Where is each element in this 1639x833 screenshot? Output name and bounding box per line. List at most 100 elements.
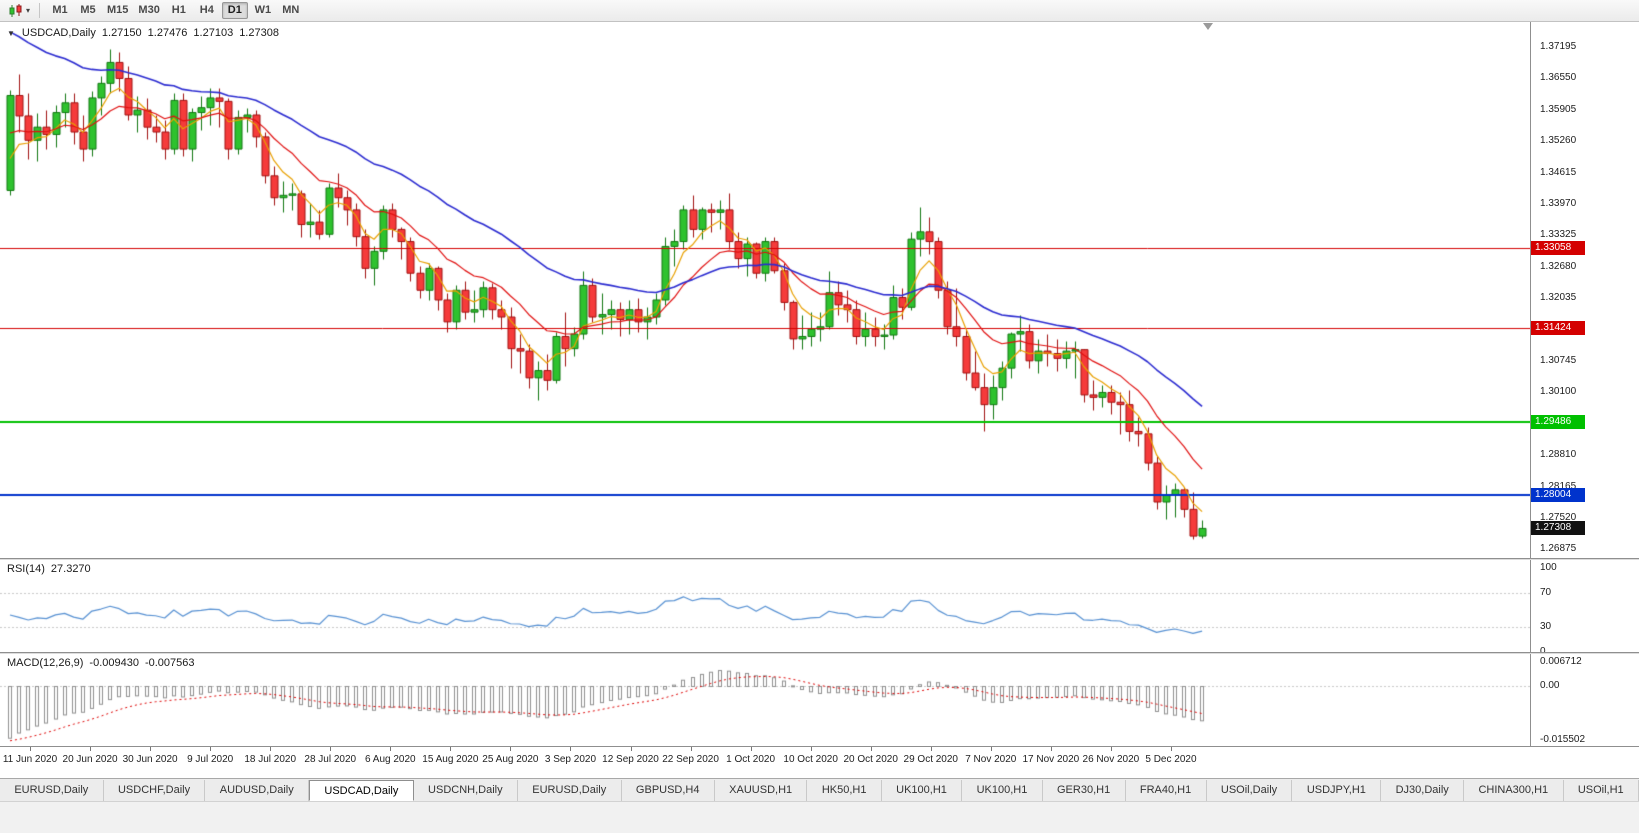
chart-tab-eurusd-daily[interactable]: EURUSD,Daily: [517, 780, 622, 801]
date-axis-label: 10 Oct 2020: [783, 754, 838, 765]
chart-tab-gbpusd-h4[interactable]: GBPUSD,H4: [621, 780, 715, 801]
date-axis-label: 15 Aug 2020: [422, 754, 479, 765]
chart-tab-ger30-h1[interactable]: GER30,H1: [1042, 780, 1126, 801]
timeframe-button-m15[interactable]: M15: [107, 4, 129, 16]
chart-tab-eurusd-daily[interactable]: EURUSD,Daily: [0, 780, 104, 801]
chart-tab-dj30-daily[interactable]: DJ30,Daily: [1381, 780, 1465, 801]
rsi-axis-label: 100: [1540, 562, 1557, 573]
timeframe-button-m30[interactable]: M30: [138, 4, 160, 16]
chart-tab-uk100-h1[interactable]: UK100,H1: [962, 780, 1043, 801]
timeframe-button-h4[interactable]: H4: [199, 4, 214, 16]
chart-tab-usoil-daily[interactable]: USOil,Daily: [1206, 780, 1293, 801]
price-axis-label: 1.32035: [1540, 292, 1577, 304]
date-axis-label: 6 Aug 2020: [364, 754, 416, 765]
price-axis-label: 1.27520: [1540, 512, 1577, 524]
rsi-pane-canvas[interactable]: [0, 560, 1530, 652]
price-axis-label: 1.35260: [1540, 135, 1577, 147]
macd-axis-label: -0.015502: [1540, 734, 1586, 745]
current-price-tag: 1.27308: [1531, 521, 1585, 536]
date-axis-tick: [450, 747, 452, 751]
chart-tab-china300-h1[interactable]: CHINA300,H1: [1464, 780, 1564, 801]
price-axis-label: 1.34615: [1540, 166, 1577, 178]
hline-price-tag: 1.31424: [1531, 321, 1585, 336]
rsi-value: 27.3270: [50, 563, 91, 575]
rsi-axis-label: 0: [1540, 646, 1546, 658]
price-axis-label: 1.28165: [1540, 480, 1577, 492]
date-axis-label: 11 Jun 2020: [2, 754, 58, 765]
date-axis-tick: [1110, 747, 1112, 751]
chart-tab-usdchf-daily[interactable]: USDCHF,Daily: [103, 780, 206, 801]
chart-tab-audusd-daily[interactable]: AUDUSD,Daily: [205, 780, 310, 801]
price-axis-label: 1.26875: [1540, 543, 1577, 555]
rsi-axis-label: 70: [1540, 587, 1552, 599]
low-value: 1.27103: [193, 27, 234, 39]
date-axis-label: 7 Nov 2020: [965, 754, 1017, 765]
chart-shift-marker[interactable]: [1203, 23, 1213, 30]
date-axis-tick: [630, 747, 632, 751]
timeframe-button-w1[interactable]: W1: [254, 4, 272, 16]
status-area: [0, 801, 1639, 833]
date-axis-label: 18 Jul 2020: [244, 754, 297, 765]
date-axis-tick: [930, 747, 932, 751]
price-axis-separator[interactable]: [1530, 22, 1531, 746]
macd-main-value: -0.009430: [89, 657, 139, 669]
date-axis-tick: [1170, 747, 1172, 751]
chart-tab-hk50-h1[interactable]: HK50,H1: [807, 780, 882, 801]
timeframe-buttons: M1 M5 M15 M30 H1 H4 D1 W1 MN: [46, 2, 305, 19]
hline-price-tag: 1.33058: [1531, 241, 1585, 256]
price-axis-label: 1.30100: [1540, 386, 1577, 398]
date-axis-tick: [270, 747, 272, 751]
timeframe-button-h1[interactable]: H1: [171, 4, 186, 16]
date-axis-tick: [810, 747, 812, 751]
toolbar-separator: [39, 3, 41, 18]
price-axis-label: 1.32680: [1540, 260, 1577, 272]
macd-axis-label: 0.00: [1540, 679, 1560, 691]
timeframe-button-m1[interactable]: M1: [52, 4, 68, 16]
date-axis-tick: [570, 747, 572, 751]
caret-down-icon: ▾: [26, 5, 31, 15]
date-axis-tick: [510, 747, 512, 751]
chart-tab-xauusd-h1[interactable]: XAUUSD,H1: [714, 780, 808, 801]
date-axis-tick: [330, 747, 332, 751]
date-axis-tick: [690, 747, 692, 751]
timeframe-toolbar: ▾ M1 M5 M15 M30 H1 H4 D1 W1 MN: [0, 0, 1639, 22]
macd-signal-value: -0.007563: [144, 657, 195, 669]
date-axis-label: 1 Oct 2020: [726, 754, 776, 765]
date-axis-tick: [750, 747, 752, 751]
timeframe-button-d1[interactable]: D1: [221, 2, 248, 19]
chart-type-button[interactable]: ▾: [5, 3, 33, 19]
date-axis-label: 29 Oct 2020: [903, 754, 958, 765]
rsi-axis-label: 30: [1540, 620, 1552, 632]
macd-title: MACD(12,26,9) -0.009430 -0.007563: [7, 657, 195, 669]
date-axis-label: 20 Jun 2020: [62, 754, 118, 765]
collapse-icon[interactable]: ▼: [7, 28, 15, 38]
macd-label: MACD(12,26,9): [7, 657, 84, 669]
rsi-title: RSI(14) 27.3270: [7, 563, 91, 575]
pane-separator[interactable]: [0, 652, 1639, 654]
price-pane-canvas[interactable]: [0, 22, 1530, 558]
timeframe-button-m5[interactable]: M5: [80, 4, 96, 16]
date-axis-label: 17 Nov 2020: [1022, 754, 1080, 765]
date-axis-label: 3 Sep 2020: [544, 754, 597, 765]
time-axis[interactable]: 11 Jun 2020 20 Jun 2020 30 Jun 2020 9 Jul 2…: [0, 746, 1639, 772]
pane-separator[interactable]: [0, 558, 1639, 560]
date-axis-label: 25 Aug 2020: [482, 754, 539, 765]
chart-tab-usdcnh-daily[interactable]: USDCNH,Daily: [413, 780, 518, 801]
chart-tab-usoil-h1[interactable]: USOil,H1: [1563, 780, 1639, 801]
chart-tab-fra40-h1[interactable]: FRA40,H1: [1125, 780, 1207, 801]
chart-title-bar: ▼ USDCAD,Daily 1.27150 1.27476 1.27103 1…: [7, 27, 279, 39]
chart-tab-usdcad-daily[interactable]: USDCAD,Daily: [309, 780, 414, 801]
date-axis-label: 5 Dec 2020: [1145, 754, 1197, 765]
chart-tab-usdjpy-h1[interactable]: USDJPY,H1: [1292, 780, 1382, 801]
macd-pane-canvas[interactable]: [0, 654, 1530, 746]
open-value: 1.27150: [101, 27, 142, 39]
timeframe-button-mn[interactable]: MN: [282, 4, 300, 16]
date-axis-tick: [150, 747, 152, 751]
date-axis-tick: [870, 747, 872, 751]
date-axis-tick: [1050, 747, 1052, 751]
chart-tab-uk100-h1[interactable]: UK100,H1: [881, 780, 963, 801]
chart-tab-bar: EURUSD,Daily USDCHF,Daily AUDUSD,Daily USDC…: [0, 778, 1639, 801]
date-axis-label: 28 Jul 2020: [304, 754, 357, 765]
date-axis-tick: [390, 747, 392, 751]
